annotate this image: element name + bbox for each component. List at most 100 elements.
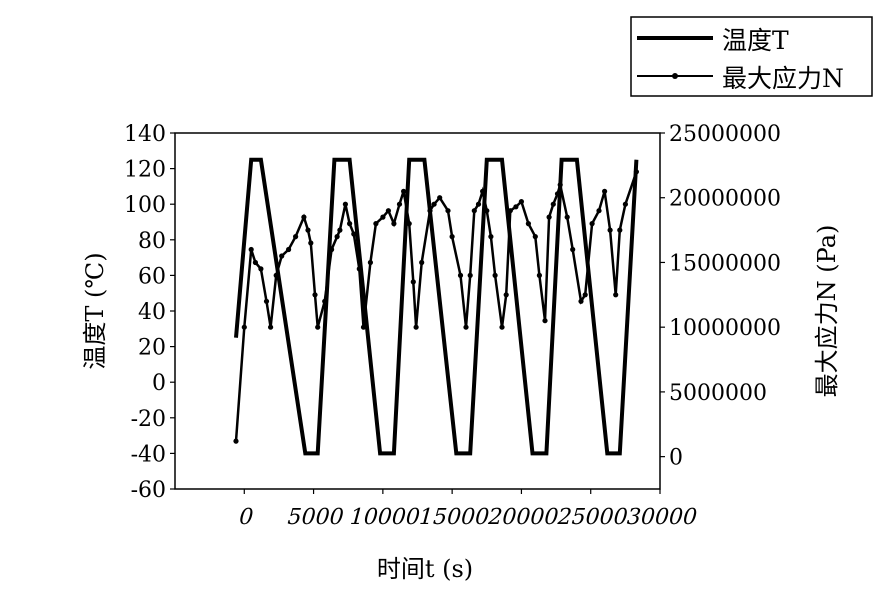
- x-axis-title: 时间t (s): [377, 555, 473, 583]
- left-tick-label: 100: [124, 193, 166, 218]
- max-stress-point: [329, 246, 335, 253]
- max-stress-point: [356, 266, 362, 272]
- max-stress-point: [546, 214, 552, 220]
- max-stress-point: [286, 246, 292, 253]
- max-stress-point: [463, 324, 469, 330]
- legend-box: [630, 16, 873, 97]
- max-stress-point: [322, 298, 328, 304]
- max-stress-point: [233, 438, 239, 444]
- max-stress-point: [347, 221, 353, 227]
- max-stress-point: [360, 324, 367, 330]
- x-tick-label: 5000: [284, 504, 347, 530]
- left-tick-label: 120: [124, 158, 166, 183]
- max-stress-point: [241, 324, 247, 330]
- max-stress-point: [589, 221, 595, 227]
- max-stress-point: [312, 292, 318, 298]
- left-tick-label: 0: [152, 371, 166, 396]
- max-stress-point: [385, 208, 391, 214]
- max-stress-point: [445, 208, 451, 214]
- max-stress-point: [507, 208, 513, 214]
- max-stress-point: [457, 272, 464, 278]
- max-stress-point: [258, 266, 264, 272]
- max-stress-point: [582, 292, 588, 298]
- max-stress-point: [480, 188, 486, 194]
- left-tick-label: 140: [124, 122, 166, 147]
- max-stress-point: [248, 246, 254, 253]
- legend-label-max-stress: 最大应力N: [722, 64, 844, 93]
- max-stress-point: [427, 208, 433, 214]
- max-stress-point: [380, 214, 386, 220]
- max-stress-point: [499, 324, 505, 330]
- max-stress-point: [570, 246, 576, 253]
- max-stress-point: [391, 221, 397, 227]
- max-stress-point: [633, 169, 640, 175]
- max-stress-point: [351, 231, 357, 237]
- max-stress-point: [518, 199, 525, 205]
- max-stress-point: [532, 234, 538, 240]
- x-tick-label: 10000: [346, 504, 423, 530]
- left-axis-ticks: 140 120 100 80 60 40 20 0 -20 -40 -60: [124, 122, 175, 503]
- max-stress-point: [401, 188, 407, 194]
- max-stress-point: [279, 253, 285, 259]
- left-tick-label: 80: [138, 229, 166, 254]
- max-stress-point: [268, 324, 274, 330]
- max-stress-point: [622, 201, 629, 207]
- max-stress-point: [410, 279, 416, 285]
- max-stress-point: [602, 188, 608, 194]
- right-tick-label: 5000000: [669, 381, 767, 406]
- max-stress-point: [492, 272, 498, 278]
- max-stress-point: [596, 208, 602, 214]
- left-tick-label: -60: [131, 478, 166, 503]
- left-tick-label: 40: [138, 300, 166, 325]
- x-tick-label: 30000: [623, 504, 700, 530]
- left-tick-label: 20: [138, 336, 166, 361]
- x-tick-label: 20000: [485, 504, 562, 530]
- x-tick-label: 25000: [554, 504, 631, 530]
- max-stress-point: [542, 318, 548, 324]
- max-stress-point: [449, 234, 455, 240]
- max-stress-point: [315, 324, 321, 330]
- max-stress-point: [471, 208, 477, 214]
- max-stress-point: [536, 272, 543, 278]
- legend: 温度T 最大应力N: [630, 16, 873, 97]
- temperature-line: [234, 157, 639, 456]
- max-stress-point: [578, 298, 584, 304]
- right-tick-label: 20000000: [669, 187, 781, 212]
- left-tick-label: -20: [131, 407, 166, 432]
- left-axis-title: 温度T (℃): [81, 252, 109, 369]
- max-stress-point: [337, 227, 343, 233]
- max-stress-point: [431, 201, 437, 207]
- series-max-stress: [233, 169, 640, 444]
- max-stress-point: [503, 292, 509, 298]
- legend-marker-max-stress: [672, 73, 678, 79]
- left-tick-label: -40: [131, 442, 166, 467]
- max-stress-point: [367, 259, 373, 266]
- max-stress-point: [419, 259, 425, 266]
- max-stress-point: [564, 214, 570, 220]
- max-stress-point: [334, 234, 340, 240]
- right-tick-label: 0: [669, 446, 683, 471]
- right-tick-label: 15000000: [669, 251, 781, 276]
- max-stress-point: [467, 272, 473, 278]
- max-stress-point: [301, 214, 307, 220]
- max-stress-point: [607, 227, 613, 233]
- right-axis-title: 最大应力N (Pa): [813, 225, 841, 398]
- max-stress-point: [554, 191, 561, 197]
- x-tick-label: 0: [236, 504, 257, 530]
- max-stress-point: [513, 204, 519, 210]
- max-stress-point: [475, 201, 482, 207]
- max-stress-point: [396, 201, 403, 207]
- max-stress-point: [293, 234, 299, 240]
- max-stress-point: [308, 240, 314, 246]
- max-stress-point: [406, 221, 412, 227]
- legend-label-temperature: 温度T: [722, 26, 789, 55]
- left-tick-label: 60: [138, 264, 166, 289]
- max-stress-point: [525, 221, 532, 227]
- max-stress-point: [484, 208, 490, 214]
- series-temperature: [234, 157, 639, 456]
- max-stress-point: [557, 182, 563, 188]
- max-stress-point: [617, 227, 623, 233]
- max-stress-point: [413, 324, 419, 330]
